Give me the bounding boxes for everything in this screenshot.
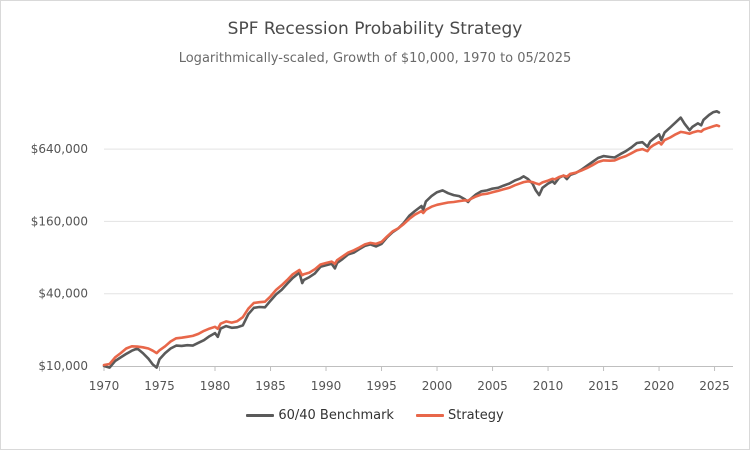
gridlines <box>104 148 733 295</box>
legend-swatch-strategy <box>415 414 444 417</box>
legend-label-strategy: Strategy <box>447 408 504 423</box>
legend-label-benchmark: 60/40 Benchmark <box>278 408 394 423</box>
y-tick-label: $40,000 <box>38 287 88 301</box>
plot-area: $10,000$40,000$160,000$640,000 1970 1975 1… <box>31 110 733 393</box>
y-tick-label: $10,000 <box>38 359 88 373</box>
x-tick-label: 1985 <box>255 379 286 393</box>
chart-title: SPF Recession Probability Strategy <box>227 19 523 39</box>
x-tick-label: 2005 <box>477 379 508 393</box>
x-axis-ticks: 1970 1975 1980 1985 1990 1995 2000 2005 2010 2015… <box>89 366 730 393</box>
x-tick-label: 1990 <box>311 379 342 393</box>
series-line-strategy <box>102 124 721 367</box>
x-tick-label: 1995 <box>366 379 397 393</box>
legend: 60/40 Benchmark Strategy <box>1 408 749 423</box>
y-tick-label: $160,000 <box>31 214 88 228</box>
series-lines <box>102 110 721 369</box>
series-line-benchmark <box>102 110 721 369</box>
x-tick-label: 2010 <box>533 379 564 393</box>
chart-subtitle: Logarithmically-scaled, Growth of $10,00… <box>178 51 572 66</box>
x-tick-label: 1975 <box>144 379 175 393</box>
x-tick-label: 2025 <box>699 379 730 393</box>
x-tick-label: 1980 <box>200 379 231 393</box>
y-tick-label: $640,000 <box>31 142 88 156</box>
legend-item-benchmark[interactable]: 60/40 Benchmark <box>246 408 394 423</box>
legend-item-strategy[interactable]: Strategy <box>415 408 504 423</box>
x-tick-label: 2000 <box>422 379 453 393</box>
y-axis-ticks: $10,000 $40,000 $160,000 $640,000 <box>31 142 88 373</box>
legend-swatch-benchmark <box>246 414 275 417</box>
x-tick-label: 1970 <box>89 379 120 393</box>
x-tick-label: 2015 <box>588 379 619 393</box>
x-tick-label: 2020 <box>644 379 675 393</box>
